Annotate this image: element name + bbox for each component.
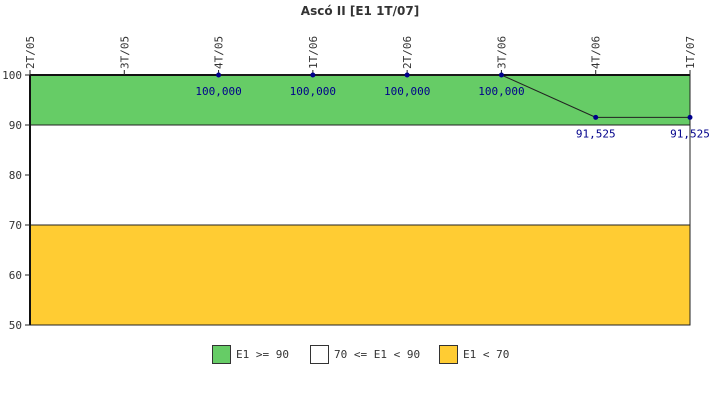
x-tick-label: 4T/05	[213, 36, 226, 69]
data-label: 100,000	[290, 85, 336, 98]
y-tick-label: 80	[9, 169, 22, 182]
data-point	[498, 72, 504, 78]
y-tick-label: 60	[9, 269, 22, 282]
y-tick-label: 50	[9, 319, 22, 332]
data-point	[310, 72, 316, 78]
data-labels: 100,000 100,000 100,000 100,000 91,525 91,525	[195, 85, 709, 140]
y-tick-label: 100	[2, 69, 22, 82]
chart-title: Ascó II [E1 1T/07]	[300, 4, 420, 18]
x-tick-label: 3T/06	[495, 36, 508, 69]
series-line-layer	[218, 74, 690, 118]
x-tick-label: 4T/06	[590, 36, 603, 69]
legend-label-high: E1 >= 90	[236, 348, 289, 361]
data-label: 91,525	[576, 127, 616, 140]
x-tick-label: 2T/06	[401, 36, 414, 69]
legend-swatch-yellow	[439, 345, 458, 364]
x-tick-label: 2T/05	[24, 36, 37, 69]
y-tick-label: 70	[9, 219, 22, 232]
data-point	[593, 114, 599, 120]
threshold-bands	[29, 74, 691, 326]
data-label: 100,000	[478, 85, 524, 98]
legend-swatch-green	[212, 345, 231, 364]
x-tick-label: 3T/05	[118, 36, 131, 69]
legend: E1 >= 90 70 <= E1 < 90 E1 < 70	[0, 345, 720, 367]
y-tick-label: 90	[9, 119, 22, 132]
x-tick-label: 1T/06	[307, 36, 320, 69]
series-line-segment	[501, 74, 596, 118]
legend-swatch-white	[310, 345, 329, 364]
data-point	[687, 114, 693, 120]
data-point	[404, 72, 410, 78]
legend-label-low: E1 < 70	[463, 348, 510, 361]
data-label: 100,000	[384, 85, 430, 98]
data-points	[216, 72, 693, 120]
band-2	[29, 224, 691, 326]
data-label: 91,525	[670, 127, 710, 140]
legend-label-mid: 70 <= E1 < 90	[334, 348, 421, 361]
band-0	[29, 74, 691, 126]
data-point	[216, 72, 222, 78]
x-tick-label: 1T/07	[684, 36, 697, 69]
data-label: 100,000	[195, 85, 241, 98]
